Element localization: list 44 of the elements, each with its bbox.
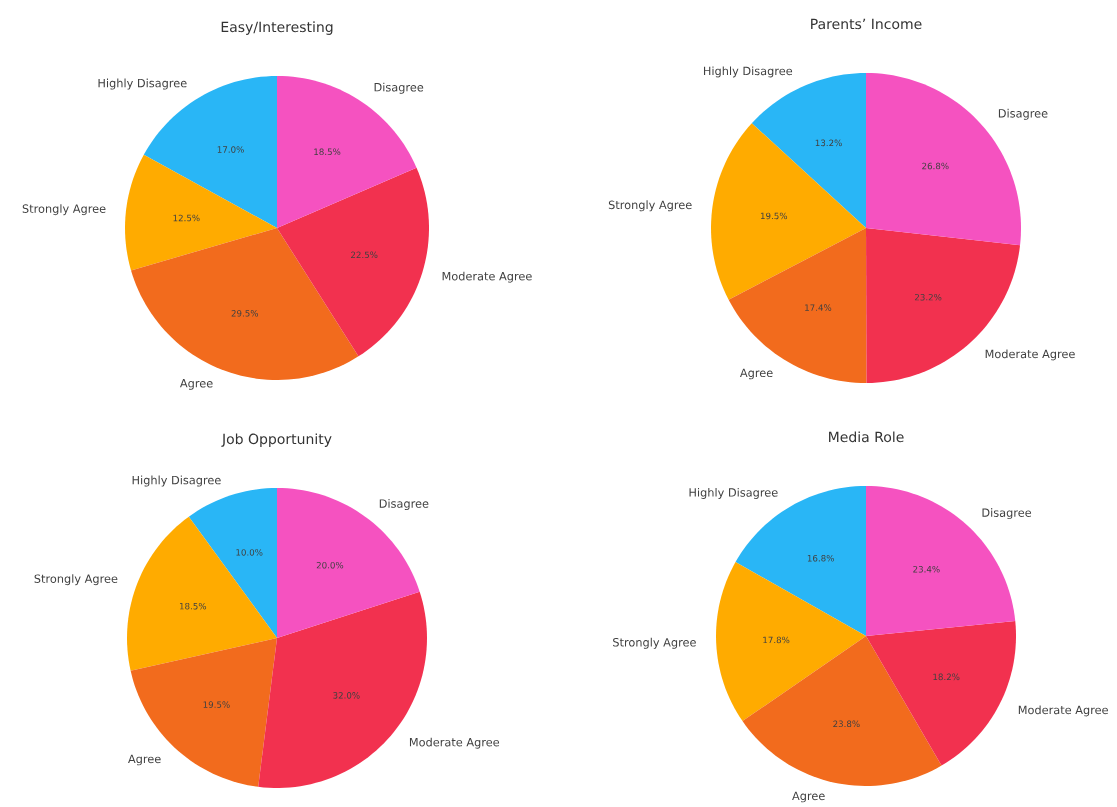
data-label: 18.5%: [314, 148, 341, 156]
data-label: 17.8%: [763, 636, 790, 644]
slice-label: Agree: [179, 379, 213, 390]
data-label: 29.5%: [231, 310, 259, 317]
slice-label: Highly Disagree: [689, 487, 778, 499]
data-label: 19.5%: [760, 212, 788, 220]
data-label: 17.4%: [805, 304, 832, 311]
data-label: 23.8%: [833, 720, 860, 728]
data-label: 23.2%: [914, 293, 942, 301]
slice-label: Disagree: [998, 108, 1048, 120]
data-label: 16.8%: [807, 554, 834, 562]
slice-label: Strongly Agree: [613, 637, 696, 649]
data-label: 17.0%: [217, 146, 244, 153]
slice-label: Disagree: [379, 499, 429, 510]
slice-label: Agree: [792, 791, 825, 803]
slice-label: Agree: [128, 754, 161, 766]
chart-title: Parents’ Income: [811, 18, 922, 30]
slice-label: Highly Disagree: [98, 78, 187, 90]
data-label: 22.5%: [351, 251, 378, 259]
data-label: 18.5%: [179, 602, 207, 610]
data-label: 13.2%: [815, 139, 842, 147]
slice-label: Highly Disagree: [703, 66, 793, 78]
chart-title: Easy/Interesting: [221, 21, 333, 35]
data-label: 12.5%: [173, 214, 200, 222]
slice-label: Moderate Agree: [442, 271, 532, 283]
slice-label: Highly Disagree: [132, 475, 221, 487]
slice-label: Disagree: [374, 82, 424, 94]
slice-label: Strongly Agree: [22, 204, 106, 216]
chart-title: Media Role: [829, 431, 904, 443]
data-label: 18.2%: [933, 673, 960, 681]
data-label: 32.0%: [333, 692, 360, 699]
slice-label: Moderate Agree: [985, 349, 1075, 361]
data-label: 26.8%: [922, 162, 949, 170]
data-label: 19.5%: [203, 701, 230, 708]
slice-label: Moderate Agree: [409, 737, 500, 749]
slice-label: Moderate Agree: [1018, 705, 1108, 717]
data-label: 23.4%: [913, 565, 940, 573]
slice-label: Strongly Agree: [608, 200, 692, 212]
data-label: 20.0%: [316, 561, 344, 569]
chart-title: Job Opportunity: [221, 433, 332, 447]
data-label: 10.0%: [236, 549, 263, 556]
slice-label: Strongly Agree: [34, 574, 118, 586]
slice-label: Agree: [739, 368, 773, 380]
slice-label: Disagree: [982, 508, 1032, 520]
